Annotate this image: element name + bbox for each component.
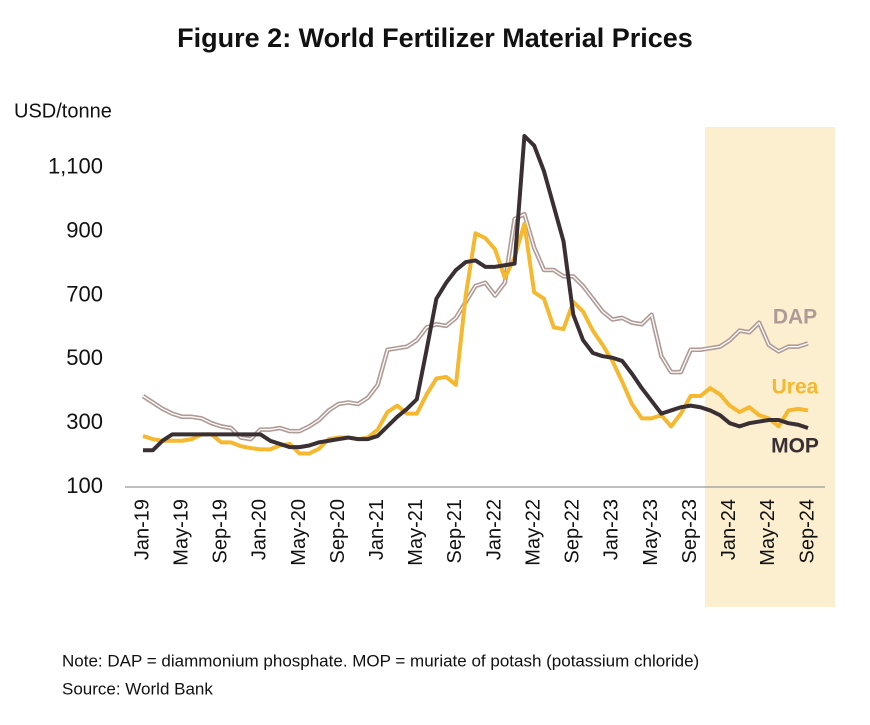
x-tick-label: Sep-23 [679, 499, 701, 564]
y-tick-label: 900 [66, 218, 103, 243]
x-tick-label: Jan-24 [718, 499, 740, 560]
series-label: MOP [771, 435, 819, 458]
x-tick-label: Sep-20 [327, 499, 349, 564]
x-tick-label: May-22 [522, 499, 544, 566]
x-tick-label: Sep-24 [796, 499, 818, 564]
x-tick-label: Sep-22 [562, 499, 584, 564]
series-line [143, 134, 809, 453]
x-tick-label: Jan-20 [249, 499, 271, 560]
x-tick-label: Jan-22 [483, 499, 505, 560]
x-tick-label: Jan-23 [601, 499, 623, 560]
chart-title: Figure 2: World Fertilizer Material Pric… [177, 23, 693, 53]
y-tick-label: 300 [66, 409, 103, 434]
note: Note: DAP = diammonium phosphate. MOP = … [62, 651, 699, 670]
x-tick-label: May-21 [405, 499, 427, 566]
y-tick-label: 500 [66, 345, 103, 370]
x-tick-label: Jan-21 [366, 499, 388, 560]
x-tick-label: Sep-19 [210, 499, 232, 564]
x-tick-label: Sep-21 [444, 499, 466, 564]
series-label: DAP [773, 306, 817, 329]
y-axis-label: USD/tonne [14, 100, 112, 122]
x-tick-label: Jan-19 [131, 499, 153, 560]
source: Source: World Bank [62, 679, 213, 698]
y-tick-label: 100 [66, 473, 103, 498]
x-tick-label: May-24 [757, 499, 779, 566]
series-line [142, 221, 809, 456]
series-label: Urea [772, 376, 819, 399]
highlight-band [705, 127, 835, 607]
y-tick-label: 1,100 [48, 154, 103, 179]
x-tick-label: May-20 [288, 499, 310, 566]
x-tick-label: May-23 [640, 499, 662, 566]
y-tick-label: 700 [66, 281, 103, 306]
x-tick-label: May-19 [170, 499, 192, 566]
